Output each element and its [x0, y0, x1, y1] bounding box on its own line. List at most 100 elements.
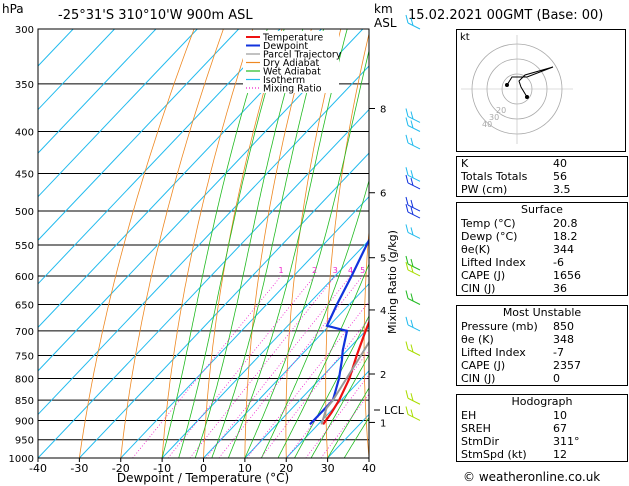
wind-barb-flag	[410, 344, 414, 353]
temperature-tick-label: -30	[70, 462, 88, 475]
wind-barb-staff	[407, 22, 421, 30]
hodograph-ring-label: 40	[482, 120, 492, 129]
most-unstable-row: Lifted Index -7	[457, 346, 627, 359]
wind-barb-flag	[405, 196, 409, 206]
wind-barb-staff	[407, 269, 421, 277]
height-km-tick-label: 1	[380, 418, 386, 429]
legend-label: Parcel Trajectory	[263, 50, 342, 61]
wet-adiabat-line	[211, 29, 325, 458]
index-row: PW (cm) 3.5	[457, 183, 627, 196]
dry-adiabat-line	[363, 227, 369, 458]
wind-barb-flag	[410, 264, 414, 273]
wind-barb-flag	[405, 224, 409, 233]
pressure-tick-label: 900	[15, 416, 34, 427]
legend-label: Wet Adiabat	[263, 67, 321, 78]
mixing-ratio-label: 2	[312, 266, 317, 275]
index-value: 3.5	[553, 183, 571, 196]
index-label: PW (cm)	[461, 183, 508, 196]
surface-row: CIN (J) 36	[457, 282, 627, 295]
wind-barb-flag	[405, 390, 409, 399]
wet-adiabat-line	[310, 354, 369, 458]
mixing-ratio-line	[246, 301, 369, 458]
isotherm-line	[38, 29, 198, 198]
hodograph-stat-value: 67	[553, 422, 567, 435]
pressure-tick-label: 350	[15, 80, 34, 91]
mixing-ratio-label: 5	[360, 266, 365, 275]
surface-title: Surface	[521, 203, 563, 216]
surface-label: Dewp (°C)	[461, 230, 518, 243]
height-km-tick-label: 6	[380, 189, 386, 200]
wind-barb-flag	[410, 177, 414, 186]
wet-adiabat-line	[178, 29, 285, 458]
hodograph-ring-label: 20	[496, 106, 506, 115]
pressure-tick-label: 300	[15, 25, 34, 36]
wind-barb-flag	[405, 261, 409, 271]
wet-adiabat-line	[161, 29, 268, 458]
isotherm-line	[38, 29, 74, 67]
wind-barb-staff	[407, 125, 421, 132]
pressure-tick-label: 650	[15, 301, 34, 312]
pressure-tick-label: 800	[15, 374, 34, 385]
hodograph-stat-row: EH 10	[457, 409, 627, 422]
mixing-ratio-label: 1	[278, 266, 283, 275]
hodograph-point	[505, 83, 509, 87]
pressure-unit-label: hPa	[2, 2, 24, 16]
dry-adiabat-line	[203, 29, 283, 458]
wind-barb-flag	[405, 108, 409, 117]
index-label: K	[461, 157, 469, 170]
isotherm-line	[79, 152, 369, 458]
temperature-tick-label: -20	[112, 462, 130, 475]
wind-barb-flag	[410, 319, 414, 328]
wind-barb-staff	[407, 174, 421, 182]
pressure-tick-label: 700	[15, 327, 34, 338]
mixing-ratio-label: 20	[439, 266, 449, 275]
most-unstable-label: Pressure (mb)	[461, 320, 538, 333]
lcl-label: LCL	[384, 404, 405, 417]
pressure-tick-label: 550	[15, 241, 34, 252]
surface-value: 18.2	[553, 230, 578, 243]
legend-label: Dry Adiabat	[263, 58, 320, 69]
wind-barb-flag	[410, 111, 414, 120]
surface-value: 1656	[553, 269, 581, 282]
wind-barb-staff	[407, 397, 421, 405]
surface-label: Temp (°C)	[461, 217, 516, 230]
surface-row: Temp (°C) 20.8	[457, 217, 627, 230]
hodograph-table-title: Hodograph	[511, 395, 573, 408]
dry-adiabat-line	[120, 29, 224, 458]
hodograph-stat-row: StmSpd (kt) 12	[457, 448, 627, 461]
pressure-tick-label: 600	[15, 272, 34, 283]
temperature-tick-label: -10	[153, 462, 171, 475]
hodograph-stat-row: StmDir 311°	[457, 435, 627, 448]
most-unstable-panel: Most Unstable Pressure (mb) 850 θe (K) 348 L…	[456, 305, 628, 386]
mixing-ratio-line	[286, 349, 369, 458]
series-temperature-line	[322, 319, 369, 426]
hodograph-point	[525, 95, 529, 99]
most-unstable-row: θe (K) 348	[457, 333, 627, 346]
surface-label: θe(K)	[461, 243, 491, 256]
legend-label: Isotherm	[263, 75, 305, 86]
wind-barb-staff	[407, 263, 421, 271]
dry-adiabat-line	[79, 29, 195, 458]
wind-barb-flag	[410, 227, 414, 236]
hodograph-frame	[456, 29, 626, 152]
temperature-tick-label: -40	[29, 462, 47, 475]
most-unstable-value: 850	[553, 320, 574, 333]
isotherm-line	[368, 457, 369, 458]
wind-barb-flag	[410, 409, 414, 418]
isotherm-line	[38, 29, 115, 111]
chart-axes: 3003504004505005506006507007508008509009…	[9, 25, 387, 475]
datetime-title: 15.02.2021 00GMT (Base: 00)	[408, 8, 604, 23]
surface-label: CAPE (J)	[461, 269, 506, 282]
wind-barb-flag	[405, 406, 409, 415]
surface-row: CAPE (J) 1656	[457, 269, 627, 282]
most-unstable-label: CIN (J)	[461, 372, 496, 385]
wind-barb-flag	[405, 134, 409, 144]
dry-adiabat-line	[438, 17, 451, 458]
dry-adiabat-line	[401, 17, 431, 458]
isotherm-line	[38, 29, 281, 285]
mixing-ratio-line	[320, 393, 369, 458]
hodograph-unit-label: kt	[460, 32, 470, 43]
index-value: 56	[553, 170, 567, 183]
wind-barb-flag	[405, 203, 409, 213]
pressure-tick-label: 1000	[9, 454, 34, 465]
